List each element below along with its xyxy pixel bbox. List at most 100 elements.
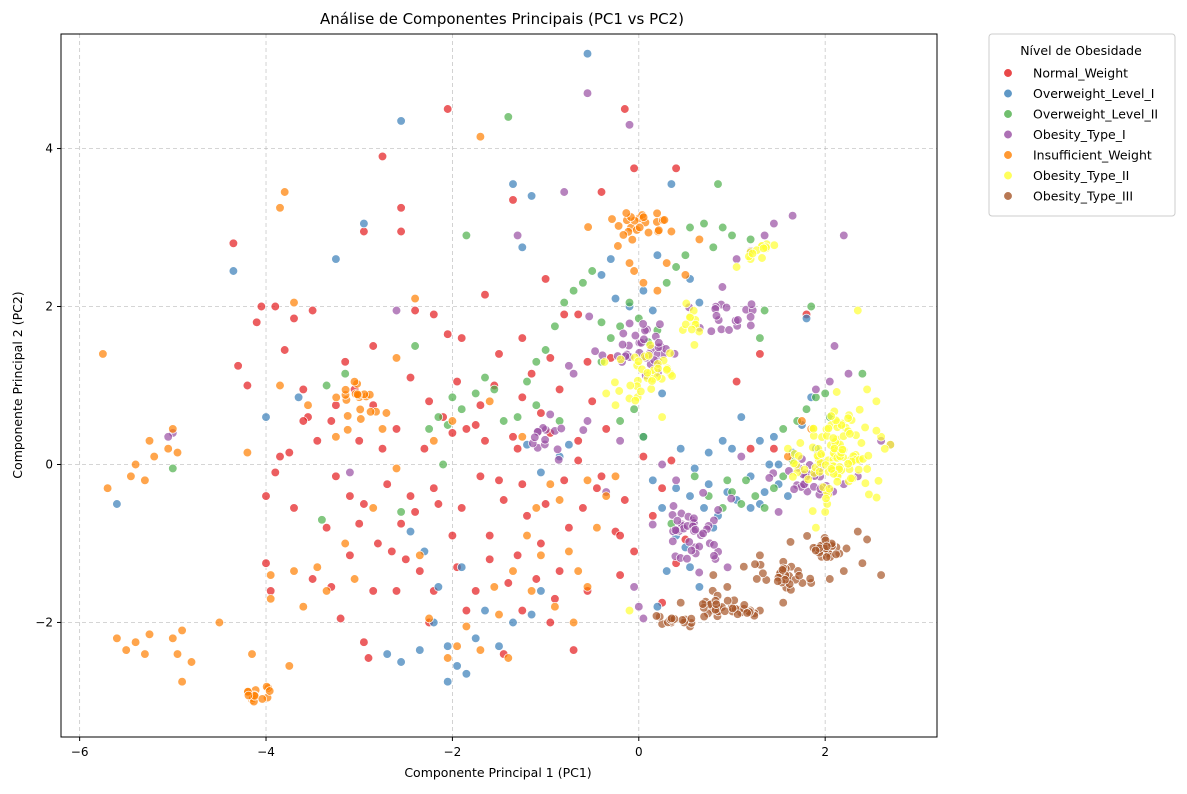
data-point [517, 605, 527, 616]
data-point [794, 451, 804, 461]
data-point [433, 412, 444, 422]
x-tick-label: −2 [444, 745, 462, 759]
data-point [856, 438, 867, 448]
data-point [564, 546, 574, 557]
data-point [443, 653, 453, 663]
data-point [686, 545, 697, 556]
data-point [680, 250, 691, 260]
data-point [684, 537, 694, 547]
data-point [321, 523, 332, 533]
data-point [854, 465, 864, 475]
data-point [624, 605, 635, 616]
data-point [545, 617, 555, 628]
data-point [335, 613, 346, 624]
data-point [731, 376, 742, 387]
data-point [554, 455, 564, 465]
data-point [522, 530, 532, 541]
data-point [794, 571, 804, 581]
data-point [573, 436, 583, 446]
data-point [144, 629, 155, 639]
data-point [172, 649, 183, 659]
data-point [843, 369, 854, 379]
data-point [863, 451, 873, 461]
data-point [648, 511, 658, 521]
data-point [126, 471, 136, 481]
data-point [653, 363, 663, 374]
data-point [671, 262, 681, 272]
data-point [447, 392, 458, 402]
data-point [655, 319, 665, 329]
data-point [531, 357, 541, 367]
data-point [764, 473, 774, 483]
data-point [704, 479, 714, 489]
data-point [349, 377, 360, 387]
data-point [461, 621, 472, 632]
data-point [646, 384, 656, 394]
data-point [140, 649, 150, 659]
data-point [795, 438, 805, 448]
data-point [648, 519, 658, 530]
series-Insufficient_Weight [98, 132, 816, 707]
data-point [787, 211, 798, 221]
data-point [373, 538, 383, 549]
data-point [396, 519, 406, 529]
data-point [405, 526, 416, 537]
data-point [871, 426, 882, 436]
data-point [368, 341, 378, 351]
data-point [752, 574, 762, 584]
data-point [303, 400, 313, 410]
data-point [698, 528, 708, 539]
data-point [839, 230, 849, 241]
data-point [759, 305, 770, 316]
data-point [410, 341, 420, 351]
data-point [652, 286, 663, 296]
data-point [471, 388, 481, 399]
data-point [396, 203, 406, 213]
data-point [377, 151, 388, 162]
data-point [624, 258, 635, 268]
data-point [531, 400, 541, 410]
data-point [606, 254, 616, 264]
data-point [522, 376, 532, 387]
data-point [508, 195, 518, 205]
data-point [522, 511, 532, 521]
data-point [461, 424, 472, 434]
data-point [471, 633, 481, 643]
data-point [475, 400, 486, 410]
data-point [666, 179, 677, 189]
data-point [685, 562, 695, 572]
data-point [657, 503, 667, 513]
data-point [172, 447, 183, 458]
data-point [582, 416, 593, 426]
data-point [517, 333, 527, 343]
data-point [689, 513, 699, 523]
data-point [745, 312, 756, 322]
data-point [214, 617, 225, 628]
data-point [722, 562, 733, 572]
data-point [711, 599, 721, 609]
data-point [382, 479, 392, 489]
data-point [606, 333, 616, 343]
data-point [638, 278, 649, 288]
data-point [789, 484, 799, 494]
data-point [620, 104, 630, 114]
data-point [517, 479, 527, 489]
data-point [312, 562, 322, 572]
data-point [648, 305, 658, 316]
data-point [443, 641, 453, 651]
legend-entry: Obesity_Type_II [1003, 168, 1129, 183]
data-point [266, 594, 276, 604]
data-point [536, 586, 546, 596]
data-point [438, 459, 448, 470]
data-point [617, 339, 628, 350]
data-point [289, 297, 299, 308]
data-point [788, 472, 798, 482]
data-point [266, 586, 276, 596]
data-point [540, 435, 550, 445]
data-point [745, 444, 756, 454]
data-point [331, 400, 341, 410]
data-point [694, 567, 704, 578]
data-point [480, 372, 490, 383]
data-point [596, 471, 607, 481]
legend-entry: Normal_Weight [1003, 66, 1128, 81]
